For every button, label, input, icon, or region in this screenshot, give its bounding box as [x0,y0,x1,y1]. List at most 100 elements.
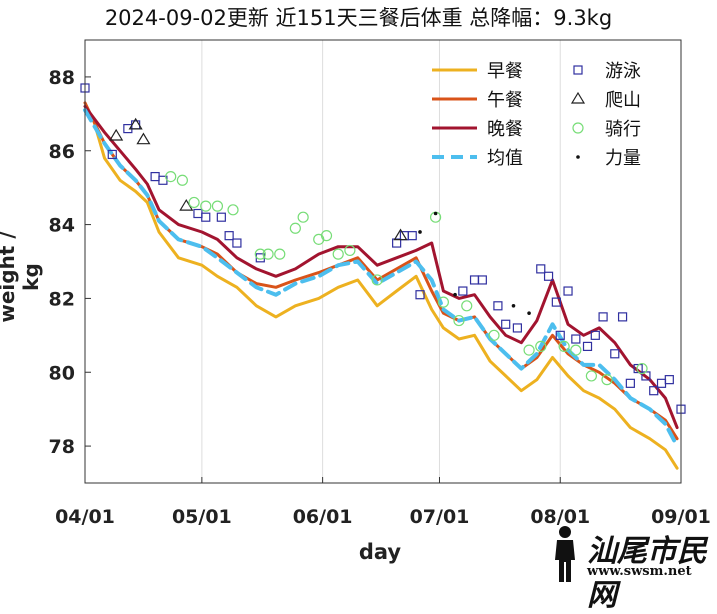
series-layer [80,83,686,470]
data-point [535,340,547,353]
data-point [453,314,465,327]
data-point [392,238,402,248]
chart-title: 2024-09-02更新 近151天三餐后体重 总降幅：9.3kg [104,6,613,30]
legend-label: 早餐 [487,61,523,82]
data-point [262,248,274,260]
series-3 [83,108,680,449]
y-tick-label: 84 [49,215,75,237]
data-point [610,349,620,359]
data-point [344,244,356,257]
data-point [558,340,570,353]
legend-swatch [570,91,586,104]
person-silhouette-icon [555,526,575,582]
data-point [415,290,425,300]
x-tick-label: 04/01 [55,506,115,528]
data-point [107,149,117,160]
data-point [289,222,301,234]
plot-frame [84,39,682,484]
data-point [511,304,516,308]
legend-swatch [572,122,584,134]
series-line [83,101,679,441]
x-tick-label: 08/01 [530,506,590,528]
data-point [523,344,535,356]
data-point [625,378,635,388]
legend-swatch [576,155,580,159]
data-point [407,231,417,241]
marker-series-6 [165,170,648,386]
legend-label: 晚餐 [487,119,523,140]
watermark-logo: 汕尾市民网 www.swsm.net [543,524,713,613]
data-point [131,120,141,130]
data-point [201,212,211,222]
data-point [555,330,565,340]
data-point [332,248,344,260]
data-point [393,228,408,241]
data-point [371,274,383,286]
data-point [136,132,151,145]
grid-lines [201,40,561,483]
marker-series-7 [418,211,531,315]
legend-label: 力量 [605,148,641,169]
data-point [488,329,500,341]
data-point [458,286,468,296]
data-point [501,319,511,329]
legend-label: 游泳 [605,61,641,82]
x-tick-label: 06/01 [293,506,353,528]
data-point [437,296,449,308]
series-line [83,104,679,430]
data-point [563,286,573,296]
data-point [585,370,598,382]
data-point [109,128,124,141]
data-point [224,231,234,241]
data-point [297,211,309,223]
data-point [493,301,503,311]
legend-label: 均值 [487,148,523,169]
data-point [418,230,422,234]
data-point [664,375,674,385]
data-point [216,212,226,222]
legend-label: 午餐 [487,90,523,111]
y-tick-label: 86 [49,141,75,163]
data-point [656,378,667,388]
data-point [274,248,286,260]
x-tick-label: 05/01 [172,506,232,528]
series-2 [83,104,679,430]
data-point [649,386,659,396]
data-point [543,271,554,281]
data-point [590,330,600,340]
chart: 78 80 82 84 86 88 04/01 05/01 06/01 07/01 08/01 09… [49,39,711,528]
y-tick-label: 88 [49,67,75,89]
data-point [601,374,613,386]
y-axis-label: weight / kg [0,231,43,323]
y-tick-label: 78 [49,436,75,458]
data-point [551,297,561,307]
series-0 [91,116,679,470]
x-axis-label: day [358,540,402,564]
data-point [211,200,224,212]
series-line [91,116,679,470]
data-point [176,174,188,186]
legend-swatch [573,65,583,75]
data-point [227,204,239,216]
x-tick-label: 09/01 [651,506,711,528]
data-point [200,200,212,212]
data-point [232,238,242,248]
data-point [165,170,177,183]
series-1 [83,101,679,441]
data-point [128,117,143,130]
data-point [433,211,438,216]
watermark-url: www.swsm.net [587,564,692,579]
data-point [188,196,200,209]
legend-label: 骑行 [605,119,641,140]
data-point [570,344,582,356]
x-ticks: 04/01 05/01 06/01 07/01 08/01 09/01 [55,477,711,528]
data-point [527,311,531,315]
data-point [254,248,266,260]
y-ticks: 78 80 82 84 86 88 [49,67,91,458]
y-tick-label: 80 [49,362,75,384]
data-point [150,171,160,182]
data-point [469,275,480,285]
series-line [83,108,680,449]
data-point [461,300,473,312]
